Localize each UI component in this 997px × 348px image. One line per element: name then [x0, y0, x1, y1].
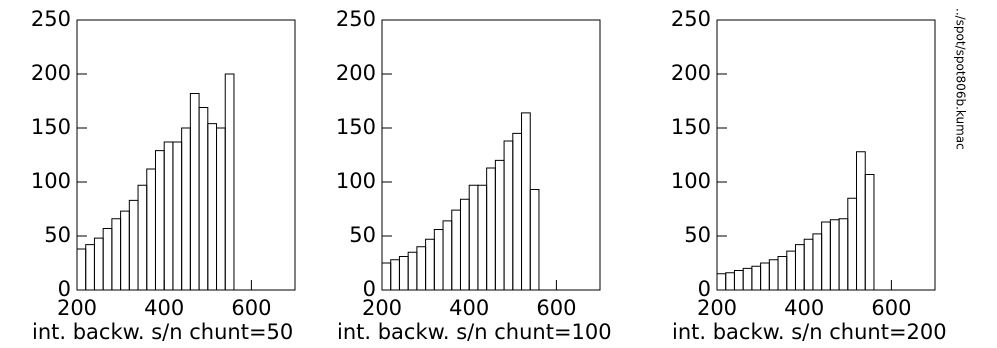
histogram-bar: [93, 237, 104, 290]
histogram-bar: [85, 244, 95, 290]
histogram-bar: [398, 256, 409, 290]
histogram-bar: [503, 140, 514, 290]
histogram-bar: [716, 273, 727, 290]
histogram-bar: [198, 106, 209, 290]
histogram-bar: [172, 141, 183, 290]
histogram-bar: [181, 127, 191, 290]
histogram-bar: [494, 159, 505, 290]
histogram-bar: [146, 168, 156, 290]
histogram-bar: [433, 229, 444, 290]
histogram-bar: [381, 262, 392, 290]
histogram-bar: [407, 251, 418, 290]
histogram-bar: [390, 259, 400, 290]
y-tick-label: 250: [671, 7, 711, 31]
x-tick-label: 400: [449, 296, 489, 320]
y-tick-label: 150: [671, 115, 711, 139]
histogram-bar: [812, 233, 823, 290]
histogram-bar: [451, 209, 461, 290]
histogram-bar: [751, 265, 762, 290]
x-axis-label: int. backw. s/n chunt=200: [672, 320, 947, 344]
histogram-bar: [425, 238, 435, 290]
y-tick-label: 100: [336, 169, 376, 193]
x-tick-label: 200: [697, 296, 737, 320]
histogram-bar: [76, 248, 87, 290]
y-tick-label: 150: [31, 115, 71, 139]
x-tick-label: 600: [231, 296, 271, 320]
x-axis-label: int. backw. s/n chunt=100: [337, 320, 612, 344]
y-tick-label: 0: [698, 277, 711, 301]
histogram-bar: [725, 272, 735, 290]
x-tick-label: 600: [871, 296, 911, 320]
y-tick-label: 200: [671, 61, 711, 85]
histogram-bar: [521, 112, 531, 290]
histogram-bar: [477, 184, 488, 290]
histogram-bar: [768, 259, 779, 290]
y-tick-label: 100: [31, 169, 71, 193]
histogram-bar: [733, 270, 744, 290]
y-tick-label: 50: [349, 223, 376, 247]
histogram-bar: [102, 227, 113, 290]
histogram-bar: [189, 92, 200, 290]
x-tick-label: 200: [57, 296, 97, 320]
histogram-bar: [468, 184, 479, 290]
histogram-bar: [120, 210, 130, 290]
y-tick-label: 250: [31, 7, 71, 31]
plot-frame: [716, 19, 936, 291]
y-tick-label: 250: [336, 7, 376, 31]
histogram-bar: [529, 189, 540, 290]
plot-frame: [381, 19, 601, 291]
histogram-bar: [216, 127, 226, 290]
y-tick-label: 50: [684, 223, 711, 247]
histogram-bar: [786, 250, 796, 290]
histogram-bar: [856, 151, 866, 290]
histogram-bar: [794, 244, 805, 290]
x-axis-label: int. backw. s/n chunt=50: [32, 320, 293, 344]
y-tick-label: 200: [31, 61, 71, 85]
histogram-bar: [163, 141, 174, 290]
y-tick-label: 150: [336, 115, 376, 139]
y-tick-label: 0: [363, 277, 376, 301]
histogram-bar: [847, 197, 858, 290]
histogram-bar: [777, 256, 788, 290]
histogram-bar: [128, 199, 139, 290]
histogram-bar: [512, 132, 523, 290]
y-tick-label: 0: [58, 277, 71, 301]
x-tick-label: 400: [784, 296, 824, 320]
histogram-bar: [838, 218, 849, 290]
histogram-bar: [224, 73, 235, 290]
histogram-bar: [760, 262, 770, 290]
y-tick-label: 50: [44, 223, 71, 247]
x-tick-label: 400: [144, 296, 184, 320]
x-tick-label: 200: [362, 296, 402, 320]
histogram-bar: [742, 267, 753, 290]
histogram-bar: [416, 246, 427, 290]
histogram-bar: [829, 219, 840, 290]
histogram-bar: [154, 150, 165, 290]
histogram-bar: [864, 173, 875, 290]
side-note: ../spot/spot806b.kumac: [954, 8, 968, 150]
histogram-bar: [459, 198, 470, 290]
histogram-bar: [486, 167, 496, 290]
histogram-bar: [442, 220, 453, 290]
x-tick-label: 600: [536, 296, 576, 320]
histogram-bar: [821, 221, 831, 290]
y-tick-label: 200: [336, 61, 376, 85]
y-tick-label: 100: [671, 169, 711, 193]
histogram-bar: [137, 184, 148, 290]
histogram-bar: [207, 123, 218, 290]
histogram-bar: [111, 218, 122, 290]
plot-frame: [76, 19, 296, 291]
histogram-bar: [803, 238, 814, 290]
